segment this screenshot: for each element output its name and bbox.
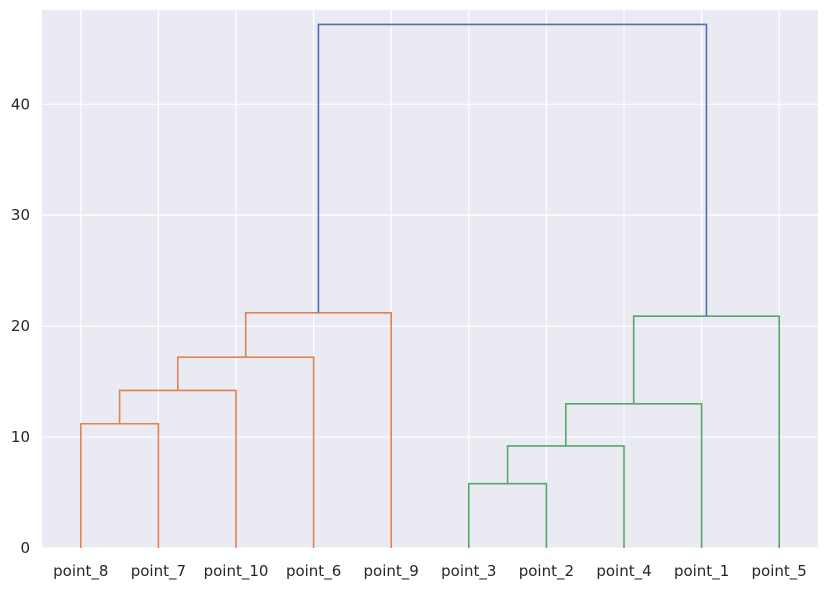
dendrogram-link [244,312,392,548]
y-tick-label: 0 [20,539,30,557]
y-tick-label: 20 [11,317,30,335]
dendrogram-link [317,23,708,317]
y-tick-labels: 0 10 20 30 40 [11,95,30,557]
plot-background [42,10,818,548]
x-tick-label: point_7 [131,562,186,581]
dendrogram-link [632,315,780,548]
y-tick-label: 10 [11,428,30,446]
x-tick-label: point_2 [519,562,574,581]
x-tick-label: point_3 [441,562,496,581]
x-tick-label: point_10 [204,562,269,581]
dendrogram-link [565,402,703,548]
dendrogram-link [468,482,548,548]
dendrogram-links [80,23,780,548]
x-tick-label: point_9 [364,562,419,581]
x-tick-label: point_8 [53,562,108,581]
x-tick-labels: point_8 point_7 point_10 point_6 point_9 poin… [53,562,807,581]
y-tick-label: 30 [11,206,30,224]
x-tick-label: point_5 [752,562,807,581]
y-tick-label: 40 [11,95,30,113]
x-tick-label: point_4 [596,562,651,581]
x-tick-label: point_1 [674,562,729,581]
dendrogram-link [80,422,160,548]
x-tick-label: point_6 [286,562,341,581]
